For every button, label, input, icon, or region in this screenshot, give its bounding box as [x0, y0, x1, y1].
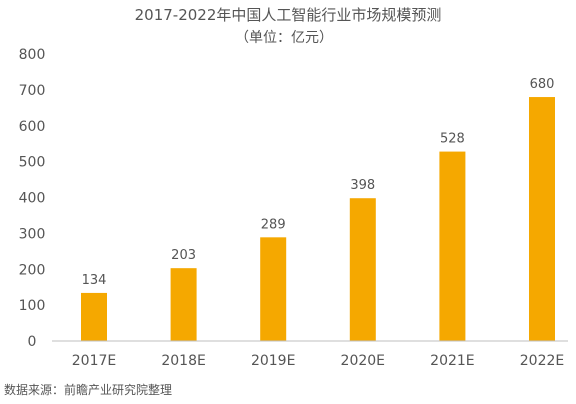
value-label-2019E: 289: [261, 217, 286, 232]
bar-2017E: [81, 292, 107, 341]
x-tick-label-2019E: 2019E: [251, 353, 295, 369]
x-tick-label-2022E: 2022E: [520, 353, 564, 369]
value-label-2021E: 528: [440, 132, 465, 147]
y-tick-label-200: 200: [19, 262, 46, 278]
bar-2020E: [349, 198, 376, 341]
y-tick-label-500: 500: [19, 155, 46, 171]
bars-group: [81, 97, 555, 341]
chart-subtitle: （单位：亿元）: [235, 30, 333, 46]
x-tick-label-2017E: 2017E: [72, 353, 116, 369]
x-tick-label-2021E: 2021E: [430, 353, 474, 369]
x-axis-tick-labels: 2017E 2018E 2019E 2020E 2021E 2022E: [72, 353, 564, 369]
x-tick-label-2020E: 2020E: [341, 353, 385, 369]
y-axis-tick-labels: 0 100 200 300 400 500 600 700 800: [19, 47, 46, 350]
y-tick-label-0: 0: [28, 334, 37, 350]
source-note: 数据来源：前瞻产业研究院整理: [4, 382, 172, 397]
bar-2021E: [439, 151, 466, 341]
y-tick-label-800: 800: [19, 47, 46, 63]
bar-2019E: [260, 237, 287, 341]
value-label-2018E: 203: [171, 248, 196, 263]
x-tick-label-2018E: 2018E: [161, 353, 205, 369]
chart-title: 2017-2022年中国人工智能行业市场规模预测: [135, 6, 442, 24]
bar-2018E: [170, 268, 197, 341]
y-tick-label-300: 300: [19, 226, 46, 242]
y-tick-label-600: 600: [19, 119, 46, 135]
value-label-2020E: 398: [350, 178, 375, 193]
y-tick-label-100: 100: [19, 298, 46, 314]
value-label-2017E: 134: [82, 273, 107, 288]
value-label-2022E: 680: [530, 77, 555, 92]
bar-2022E: [529, 97, 555, 341]
value-labels-group: 134 203 289 398 528 680: [82, 77, 555, 288]
y-tick-label-700: 700: [19, 83, 46, 99]
y-tick-label-400: 400: [19, 191, 46, 207]
